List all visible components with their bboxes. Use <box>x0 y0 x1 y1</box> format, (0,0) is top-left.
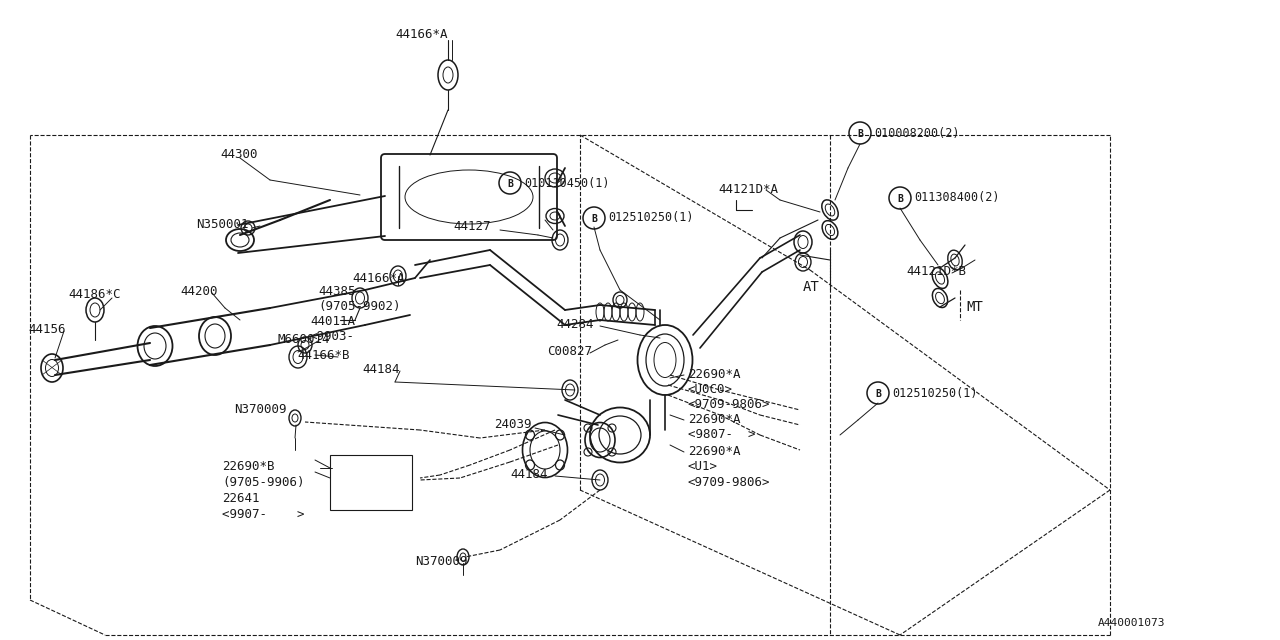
Text: (9705-9902): (9705-9902) <box>317 300 401 313</box>
Text: 011308400(2): 011308400(2) <box>914 191 1000 205</box>
Text: 010110450(1): 010110450(1) <box>524 177 609 189</box>
Text: B: B <box>591 214 596 224</box>
Text: MT: MT <box>966 300 983 314</box>
Text: <U1>: <U1> <box>689 460 718 473</box>
Text: 010008200(2): 010008200(2) <box>874 127 960 140</box>
Text: 44284: 44284 <box>556 318 594 331</box>
Bar <box>330 455 412 510</box>
Text: M660014: M660014 <box>276 333 329 346</box>
Text: 012510250(1): 012510250(1) <box>608 211 694 225</box>
Text: 44127: 44127 <box>453 220 490 233</box>
Text: C00827: C00827 <box>547 345 591 358</box>
Text: 22641: 22641 <box>221 492 260 505</box>
Text: 22690*A: 22690*A <box>689 413 741 426</box>
Text: 44011A: 44011A <box>310 315 355 328</box>
Text: 44156: 44156 <box>28 323 65 336</box>
Text: 22690*A: 22690*A <box>689 445 741 458</box>
Text: <9903-: <9903- <box>310 330 355 343</box>
Text: B: B <box>507 179 513 189</box>
Text: 44121D*B: 44121D*B <box>906 265 966 278</box>
Text: <9907-    >: <9907- > <box>221 508 305 521</box>
Text: 44200: 44200 <box>180 285 218 298</box>
Text: 44166*B: 44166*B <box>297 349 349 362</box>
Text: B: B <box>858 129 863 139</box>
Text: 44166*A: 44166*A <box>352 272 404 285</box>
Text: <9807-  >: <9807- > <box>689 428 755 441</box>
Text: B: B <box>897 194 902 204</box>
Text: AT: AT <box>803 280 819 294</box>
Text: 44184: 44184 <box>362 363 399 376</box>
Text: 44121D*A: 44121D*A <box>718 183 778 196</box>
Text: 44385: 44385 <box>317 285 356 298</box>
Text: 24039: 24039 <box>494 418 531 431</box>
Text: N350001: N350001 <box>196 218 248 231</box>
Text: N370009: N370009 <box>234 403 287 416</box>
Text: 44166*A: 44166*A <box>396 28 448 41</box>
Text: <9709-9806>: <9709-9806> <box>689 398 771 411</box>
Text: N370009: N370009 <box>415 555 467 568</box>
FancyBboxPatch shape <box>381 154 557 240</box>
Text: 012510250(1): 012510250(1) <box>892 387 978 399</box>
Text: 44184: 44184 <box>509 468 548 481</box>
Text: 22690*B: 22690*B <box>221 460 274 473</box>
Text: (9705-9906): (9705-9906) <box>221 476 305 489</box>
Text: A440001073: A440001073 <box>1097 618 1165 628</box>
Text: 44300: 44300 <box>220 148 257 161</box>
Text: <9709-9806>: <9709-9806> <box>689 476 771 489</box>
Text: 22690*A: 22690*A <box>689 368 741 381</box>
Text: B: B <box>876 389 881 399</box>
Text: 44186*C: 44186*C <box>68 288 120 301</box>
Text: <U0C0>: <U0C0> <box>689 383 733 396</box>
